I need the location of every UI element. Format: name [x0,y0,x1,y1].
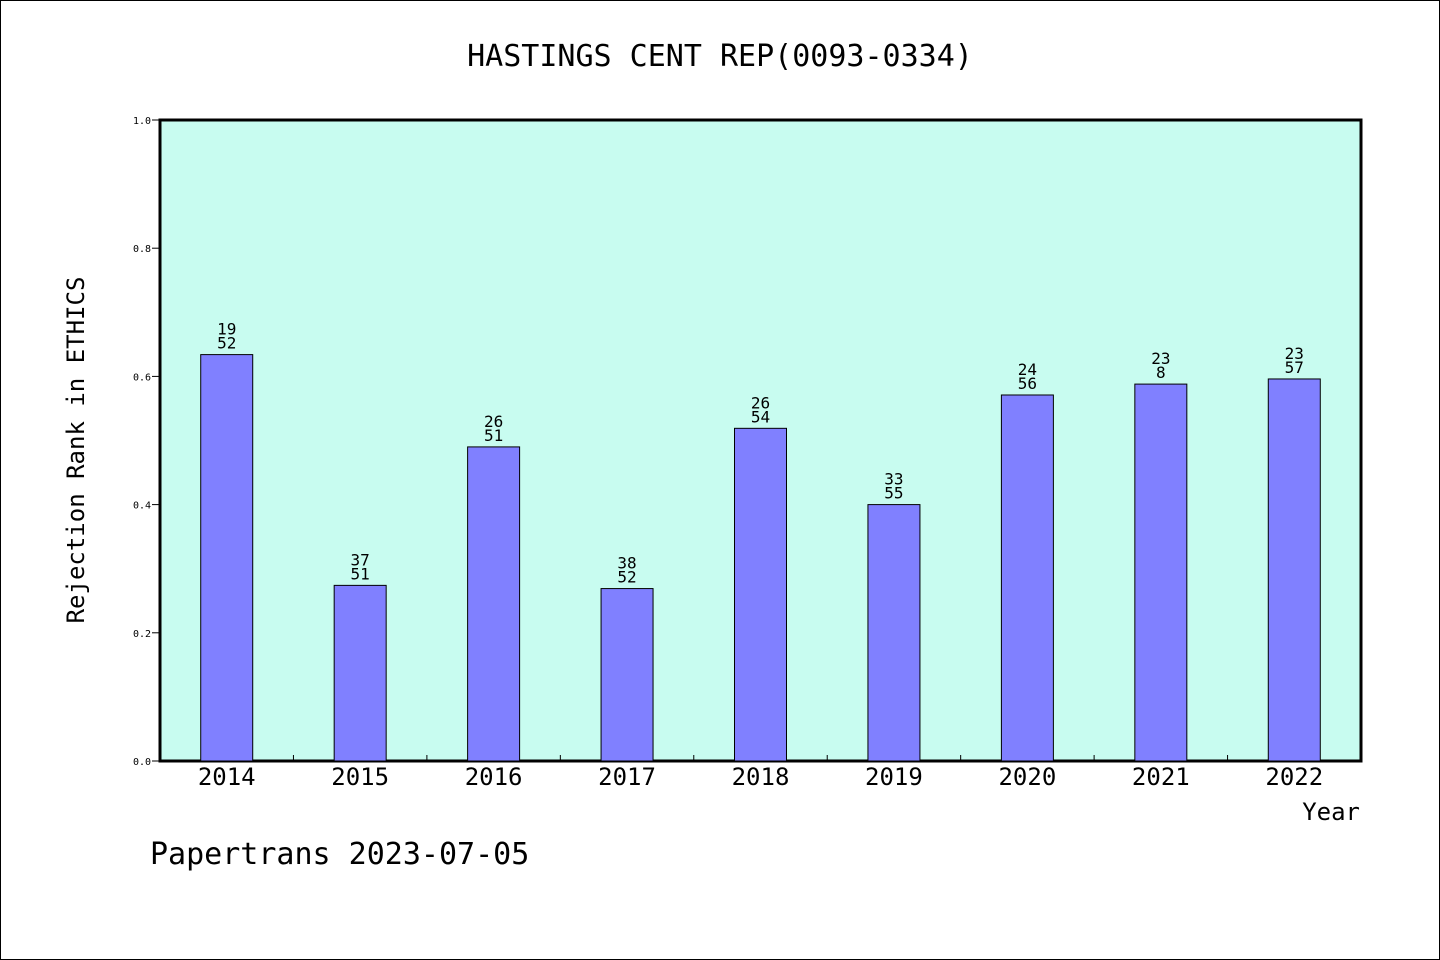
bar-label-bottom: 8 [1156,363,1166,382]
bar-label-top: 19 [217,320,236,339]
bar-2020 [1000,394,1054,762]
bar-2016 [467,446,521,762]
bar-label-top: 26 [751,393,770,412]
bar-label-top: 33 [884,470,903,489]
bar-label-bottom: 52 [617,568,636,587]
x-tick-label: 2022 [1265,763,1323,791]
y-tick-label: 0.6 [133,372,151,383]
bar-2018 [734,427,787,762]
bar-2015 [333,584,387,762]
y-tick-label: 1.0 [133,116,151,127]
bar-label-bottom: 51 [351,564,370,583]
bar-label-bottom: 54 [751,407,770,426]
x-tick-label: 2020 [998,763,1056,791]
bar-label-top: 37 [351,550,370,569]
bar-label-top: 38 [617,554,636,573]
y-tick-label: 0.2 [133,629,151,640]
bar-label-top: 26 [484,412,503,431]
x-axis: 2014 2015 2016 2017 2018 2019 2020 2021 2022 [198,755,1323,791]
y-tick-label: 0.4 [133,501,151,512]
chart-title: HASTINGS CENT REP(0093-0334) [467,39,973,74]
bar-label-bottom: 52 [217,334,236,353]
x-tick-label: 2021 [1132,763,1190,791]
bar-2021 [1134,383,1188,762]
bar-label-bottom: 57 [1285,358,1304,377]
bar-2014 [200,354,254,762]
bar-label-bottom: 56 [1018,374,1037,393]
x-tick-label: 2019 [865,763,923,791]
bar-2017 [600,588,654,762]
x-tick-label: 2015 [331,763,389,791]
bar-label-top: 24 [1018,360,1037,379]
x-tick-label: 2014 [198,763,256,791]
bar-label-top: 23 [1151,349,1170,368]
footer-text: Papertrans 2023-07-05 [150,837,529,872]
bar-2022 [1267,378,1321,762]
x-tick-label: 2018 [732,763,790,791]
bar-label-bottom: 55 [884,484,903,503]
y-tick-label: 0.0 [133,757,151,768]
bar-label-bottom: 51 [484,426,503,445]
x-tick-label: 2017 [598,763,656,791]
bar-2019 [867,504,921,762]
y-axis-label: Rejection Rank in ETHICS [62,277,90,624]
x-axis-label: Year [1302,798,1360,826]
bar-label-top: 23 [1285,344,1304,363]
x-tick-label: 2016 [465,763,523,791]
y-tick-label: 0.8 [133,244,151,255]
y-axis: 0.0 0.2 0.4 0.6 0.8 1.0 [133,116,160,768]
